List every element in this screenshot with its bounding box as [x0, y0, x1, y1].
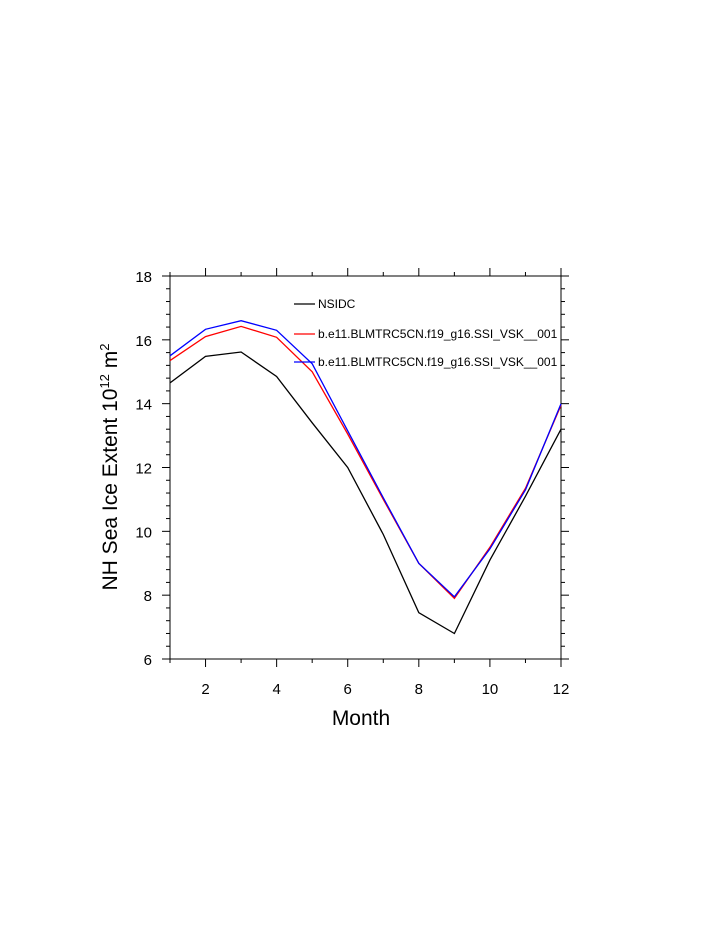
y-axis-label: NH Sea Ice Extent 1012 m2 — [97, 344, 122, 591]
y-axis-label-unit: m — [99, 351, 122, 374]
y-tick-label: 12 — [135, 461, 152, 478]
x-tick-label: 2 — [201, 681, 209, 698]
y-tick-label: 18 — [135, 269, 152, 286]
y-axis-label-main: NH Sea Ice Extent 10 — [99, 389, 122, 591]
axis-ticks — [162, 268, 569, 667]
y-axis-label-exponent: 12 — [97, 374, 112, 388]
series-line-3 — [169, 320, 562, 598]
x-axis-label: Month — [332, 707, 390, 730]
legend-label: b.e11.BLMTRC5CN.f19_g16.SSI_VSK__001 — [318, 355, 558, 369]
series-lines — [169, 320, 562, 635]
x-tick-label: 8 — [415, 681, 423, 698]
y-tick-label: 8 — [144, 588, 152, 605]
y-axis-label-unit-exponent: 2 — [97, 344, 112, 351]
x-tick-label: 12 — [553, 681, 570, 698]
tick-labels: 2 4 6 8 10 12 6 8 10 12 14 16 18 — [135, 269, 569, 698]
y-tick-label: 6 — [144, 652, 152, 669]
legend-label: b.e11.BLMTRC5CN.f19_g16.SSI_VSK__001 — [318, 327, 558, 341]
legend: NSIDC b.e11.BLMTRC5CN.f19_g16.SSI_VSK__00… — [294, 297, 558, 369]
x-tick-label: 4 — [272, 681, 280, 698]
legend-label: NSIDC — [318, 297, 356, 311]
y-tick-label: 14 — [135, 397, 152, 414]
y-tick-label: 16 — [135, 333, 152, 350]
y-tick-label: 10 — [135, 524, 152, 541]
series-line-2 — [169, 325, 562, 600]
x-tick-label: 10 — [482, 681, 499, 698]
x-tick-label: 6 — [344, 681, 352, 698]
series-line-1 — [169, 351, 562, 635]
